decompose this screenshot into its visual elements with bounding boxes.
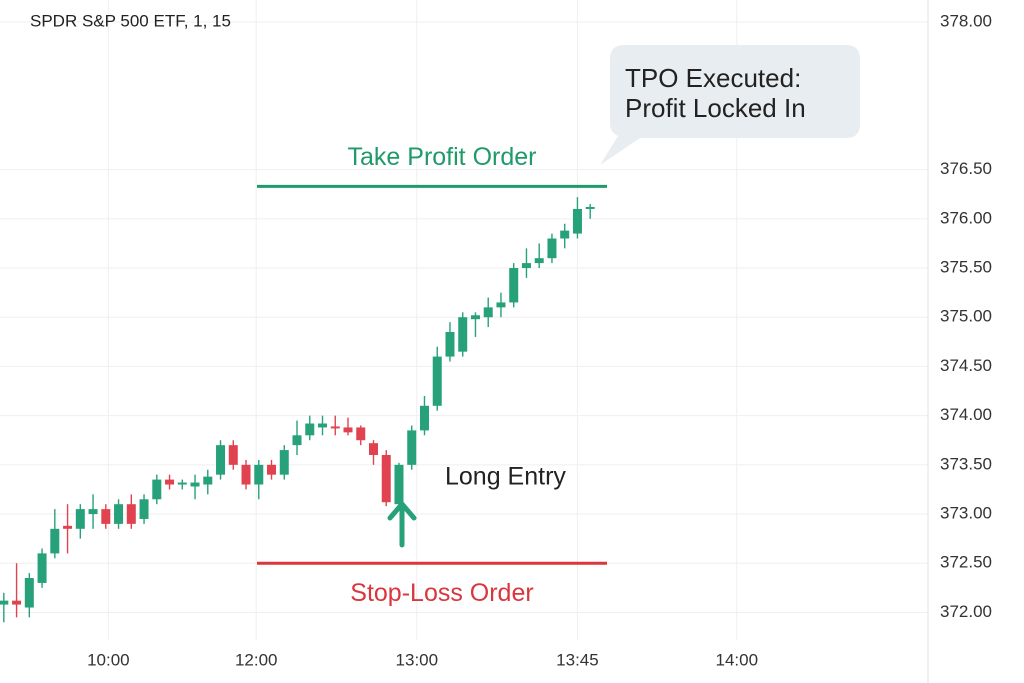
y-tick-label: 376.50 <box>940 159 992 178</box>
candle-body <box>216 445 226 475</box>
candle-body <box>560 230 570 239</box>
candle-body <box>139 499 149 519</box>
annotations: Long Entry TPO Executed: Profit Locked I… <box>387 45 860 548</box>
y-tick-label: 373.50 <box>940 454 992 473</box>
candle-body <box>394 464 404 505</box>
candle-body <box>572 208 582 234</box>
entry-label: Long Entry <box>445 463 566 491</box>
candle-body <box>37 553 47 583</box>
candle-body <box>228 445 238 465</box>
candle-body <box>585 207 595 209</box>
candle-body <box>432 356 442 406</box>
x-tick-label: 14:00 <box>716 650 759 669</box>
x-tick-label: 13:00 <box>396 650 439 669</box>
candle-body <box>318 423 328 428</box>
candle-body <box>75 509 85 529</box>
candle-body <box>547 238 557 259</box>
y-tick-label: 372.50 <box>940 553 992 572</box>
candle-body <box>521 263 531 269</box>
candle-body <box>126 504 136 524</box>
candle-body <box>407 430 417 465</box>
candles <box>0 197 595 623</box>
x-tick-label: 12:00 <box>235 650 278 669</box>
candle-body <box>356 427 366 441</box>
level-label: Stop-Loss Order <box>350 579 533 607</box>
candle-body <box>509 268 519 303</box>
y-tick-label: 378.00 <box>940 11 992 30</box>
candle-body <box>152 479 162 500</box>
x-tick-label: 13:45 <box>556 650 599 669</box>
y-tick-label: 374.50 <box>940 356 992 375</box>
candle-body <box>483 307 493 318</box>
candle-body <box>381 454 391 503</box>
candle-body <box>114 504 124 524</box>
y-tick-label: 375.00 <box>940 307 992 326</box>
candle-body <box>88 509 98 515</box>
candle-body <box>534 258 544 264</box>
candle-body <box>190 482 200 487</box>
x-tick-label: 10:00 <box>87 650 130 669</box>
candle-body <box>292 435 302 446</box>
candle-body <box>470 315 480 320</box>
candle-body <box>458 317 468 352</box>
candle-body <box>24 578 34 608</box>
candle-body <box>330 426 340 429</box>
level-label: Take Profit Order <box>348 143 537 171</box>
candle-body <box>419 405 429 431</box>
chart-title: SPDR S&P 500 ETF, 1, 15 <box>30 11 231 30</box>
candle-body <box>0 600 9 605</box>
candle-body <box>368 443 378 455</box>
callout-box <box>600 45 860 165</box>
callout-text: TPO Executed: <box>625 63 801 93</box>
candle-body <box>445 331 455 357</box>
y-tick-label: 374.00 <box>940 405 992 424</box>
candle-body <box>343 427 353 433</box>
candle-body <box>50 528 60 554</box>
candle-body <box>279 450 289 475</box>
y-tick-label: 375.50 <box>940 258 992 277</box>
candle-body <box>177 482 187 485</box>
candle-body <box>267 464 277 475</box>
entry-arrow <box>387 501 417 548</box>
candle-body <box>203 476 213 485</box>
callout-text: Profit Locked In <box>625 93 806 123</box>
y-tick-label: 372.00 <box>940 602 992 621</box>
y-tick-label: 376.00 <box>940 208 992 227</box>
candle-body <box>165 479 175 485</box>
y-tick-label: 373.00 <box>940 504 992 523</box>
candle-body <box>101 509 111 524</box>
candle-body <box>12 600 22 605</box>
candle-body <box>254 464 264 485</box>
candle-body <box>496 302 506 308</box>
candle-body <box>305 423 315 436</box>
candle-body <box>63 525 73 529</box>
candle-body <box>241 464 251 485</box>
